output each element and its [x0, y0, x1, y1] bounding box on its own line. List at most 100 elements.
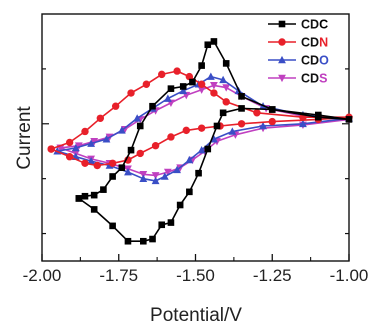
legend-label: CDS	[301, 72, 327, 86]
cdc-point	[167, 85, 175, 92]
x-tick-label: -1.75	[99, 266, 138, 285]
legend-item-cdo: CDO	[268, 54, 329, 68]
x-tick-label: -1.00	[330, 266, 369, 285]
cdc-point	[179, 83, 187, 90]
cdo-point	[102, 135, 111, 143]
cdc-point	[195, 169, 202, 177]
cdo-point	[87, 139, 96, 147]
series-cdn	[47, 67, 353, 170]
cdo-point	[219, 75, 228, 84]
legend-label-suffix: C	[319, 18, 328, 32]
cdn-point	[127, 89, 135, 97]
cdc-point	[204, 145, 212, 153]
x-tick-label: -2.00	[23, 266, 62, 285]
cdn-point	[173, 67, 181, 75]
cdn-point	[158, 70, 166, 79]
cds-point	[163, 168, 172, 177]
cdn-point	[197, 80, 206, 88]
cds-point	[222, 84, 231, 92]
cdn-point	[222, 98, 230, 106]
cdo-point	[151, 176, 160, 185]
cdn-point	[182, 126, 190, 135]
y-axis-ticks	[42, 68, 349, 235]
cdc-point	[198, 62, 205, 69]
cdc-point	[268, 106, 276, 113]
legend-marker	[278, 38, 286, 46]
cdo-point	[197, 146, 206, 154]
cdn-point	[136, 149, 144, 158]
cds-point	[151, 172, 160, 180]
cdo-point	[299, 119, 307, 128]
cdo-point	[179, 86, 188, 95]
cdn-point	[81, 127, 89, 136]
cdo-point	[228, 127, 237, 135]
cdc-point	[213, 122, 221, 130]
cdn-point	[108, 159, 117, 167]
cdo-point	[206, 72, 215, 80]
cdc-point	[238, 93, 245, 100]
legend-marker	[278, 74, 286, 83]
x-axis-label: Potential/V	[150, 305, 242, 326]
legend-label-suffix: N	[319, 36, 328, 50]
cdn-point	[197, 124, 206, 132]
cdc-point	[210, 38, 218, 45]
x-tick-label: -1.25	[253, 266, 292, 285]
cdc-point	[90, 206, 98, 213]
cdc-point	[124, 237, 132, 245]
legend-item-cds: CDS	[268, 72, 327, 86]
cdc-point	[109, 173, 116, 180]
legend-label-prefix: CD	[301, 54, 319, 68]
cdc-point	[149, 235, 156, 243]
cdo-point	[71, 143, 80, 152]
cdo-point	[160, 172, 169, 180]
cds-point	[120, 125, 129, 134]
cdn-point	[151, 142, 160, 150]
cdn-point	[210, 89, 218, 97]
cdn-point	[81, 159, 89, 167]
cdn-point	[96, 114, 105, 122]
cdo-point	[133, 114, 142, 122]
cdn-point	[237, 120, 246, 128]
cdc-point	[238, 105, 245, 112]
legend-label-prefix: CD	[301, 36, 319, 50]
legend-marker	[278, 20, 286, 28]
legend-label-suffix: O	[319, 54, 329, 68]
cdn-point	[167, 133, 175, 141]
cdc-point	[176, 201, 184, 209]
legend-label-prefix: CD	[301, 18, 319, 32]
legend-label: CDO	[301, 54, 329, 68]
legend-label: CDC	[301, 18, 328, 32]
cdo-point	[173, 165, 181, 174]
legend-marker	[278, 55, 286, 64]
cdc-point	[90, 191, 98, 199]
cdn-point	[65, 138, 74, 147]
cdo-point	[117, 126, 126, 134]
cdc-point	[222, 60, 230, 67]
legend-label: CDN	[301, 36, 328, 50]
cdc-point	[75, 195, 83, 202]
cdc-point	[100, 186, 107, 193]
plot-frame	[41, 13, 350, 262]
cdc-point	[136, 122, 144, 130]
cdc-point	[118, 164, 126, 171]
cdc-point	[186, 188, 193, 196]
cds-point	[90, 138, 99, 146]
cdc-point	[149, 102, 156, 110]
cds-point	[197, 86, 206, 94]
y-axis-label: Current	[14, 106, 35, 170]
cdc-point	[140, 237, 147, 245]
cds-line	[59, 84, 350, 177]
cdc-point	[204, 41, 212, 49]
x-tick-label: -1.50	[176, 266, 215, 285]
cdc-point	[109, 222, 116, 230]
x-axis-ticks: -2.00 -1.75 -1.50 -1.25 -1.00	[23, 254, 369, 285]
legend-label-suffix: S	[319, 72, 327, 86]
cdc-point	[219, 109, 227, 117]
cdn-point	[142, 80, 151, 88]
legend-item-cdc: CDC	[268, 18, 328, 32]
cdo-point	[124, 167, 132, 176]
cdn-point	[253, 109, 261, 117]
cdn-point	[47, 145, 55, 153]
